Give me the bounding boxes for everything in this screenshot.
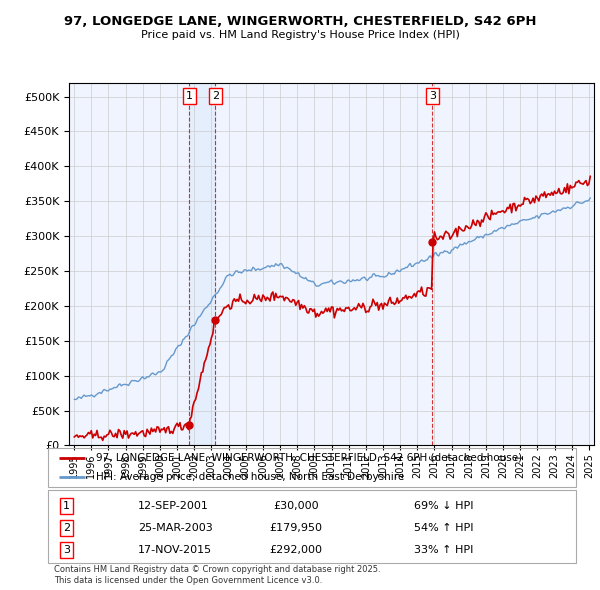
Text: Price paid vs. HM Land Registry's House Price Index (HPI): Price paid vs. HM Land Registry's House … bbox=[140, 30, 460, 40]
Text: £292,000: £292,000 bbox=[269, 545, 323, 555]
Text: 1: 1 bbox=[186, 91, 193, 101]
Text: 17-NOV-2015: 17-NOV-2015 bbox=[138, 545, 212, 555]
Text: 2: 2 bbox=[212, 91, 219, 101]
Text: £30,000: £30,000 bbox=[274, 501, 319, 511]
Text: 97, LONGEDGE LANE, WINGERWORTH, CHESTERFIELD, S42 6PH (detached house): 97, LONGEDGE LANE, WINGERWORTH, CHESTERF… bbox=[95, 453, 521, 463]
Text: 97, LONGEDGE LANE, WINGERWORTH, CHESTERFIELD, S42 6PH: 97, LONGEDGE LANE, WINGERWORTH, CHESTERF… bbox=[64, 15, 536, 28]
Text: 2: 2 bbox=[63, 523, 70, 533]
Bar bbox=[189, 83, 215, 445]
Text: 1: 1 bbox=[63, 501, 70, 511]
Text: HPI: Average price, detached house, North East Derbyshire: HPI: Average price, detached house, Nort… bbox=[95, 472, 404, 482]
Text: 3: 3 bbox=[429, 91, 436, 101]
Text: 54% ↑ HPI: 54% ↑ HPI bbox=[414, 523, 474, 533]
Text: 25-MAR-2003: 25-MAR-2003 bbox=[138, 523, 212, 533]
Text: 33% ↑ HPI: 33% ↑ HPI bbox=[415, 545, 473, 555]
Text: Contains HM Land Registry data © Crown copyright and database right 2025.
This d: Contains HM Land Registry data © Crown c… bbox=[54, 565, 380, 585]
Text: £179,950: £179,950 bbox=[269, 523, 323, 533]
Text: 69% ↓ HPI: 69% ↓ HPI bbox=[414, 501, 474, 511]
Text: 12-SEP-2001: 12-SEP-2001 bbox=[138, 501, 209, 511]
Text: 3: 3 bbox=[63, 545, 70, 555]
